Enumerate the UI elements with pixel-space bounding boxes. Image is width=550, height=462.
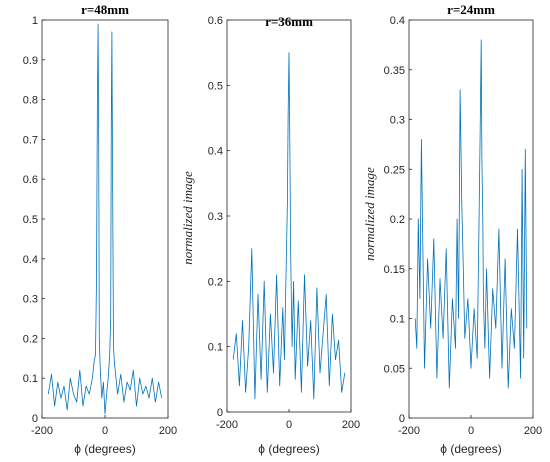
panel-3-axes-box xyxy=(408,19,534,419)
panel-2-axes-box xyxy=(226,19,352,413)
panel-3-xlabel: ϕ (degrees) xyxy=(440,442,501,456)
y-tick-label: 0.4 xyxy=(208,146,223,158)
panel-1-xlabel: ϕ (degrees) xyxy=(74,442,135,456)
y-tick-label: 0.1 xyxy=(390,314,405,326)
panel-2-series-line xyxy=(232,52,346,400)
x-tick-label: 200 xyxy=(342,419,360,431)
y-tick-label: 0.3 xyxy=(390,115,405,127)
y-tick-label: 0.6 xyxy=(23,174,38,186)
panel-2-ylabel: normalized image xyxy=(180,171,195,265)
y-tick-label: 0.2 xyxy=(208,276,223,288)
panel-1: r=48mm 0 0.1 0.2 0.3 0.4 0.5 0.6 0.7 0.8 0.9 1 -20… xyxy=(23,2,177,456)
panel-2-xticks: -200 0 200 xyxy=(216,409,360,431)
x-tick-label: -200 xyxy=(216,419,238,431)
y-tick-label: 0.5 xyxy=(23,214,38,226)
panel-3-series-line xyxy=(414,39,528,389)
y-tick-label: 0.1 xyxy=(23,373,38,385)
y-tick-label: 0.8 xyxy=(23,95,38,107)
panel-3: r=24mm 0 0.05 0.1 0.15 0.2 0.25 0.3 0.35 0.4 -20… xyxy=(362,2,542,456)
panel-3-yticks: 0 0.05 0.1 0.15 0.2 0.25 0.3 0.35 0.4 xyxy=(384,15,412,425)
x-tick-label: 200 xyxy=(159,425,177,437)
panel-2-yticks: 0 0.1 0.2 0.3 0.4 0.5 0.6 xyxy=(208,15,230,419)
panel-3-xticks: -200 0 200 xyxy=(398,415,542,437)
panel-1-title: r=48mm xyxy=(81,2,129,17)
y-tick-label: 0.5 xyxy=(208,80,223,92)
panel-2-title: r=36mm xyxy=(265,14,313,29)
panel-3-ylabel: normalized image xyxy=(362,167,377,261)
x-tick-label: 200 xyxy=(524,425,542,437)
panel-1-series-line xyxy=(47,23,163,415)
x-tick-label: 0 xyxy=(468,425,474,437)
panel-1-yticks: 0 0.1 0.2 0.3 0.4 0.5 0.6 0.7 0.8 0.9 1 xyxy=(23,15,45,425)
x-tick-label: 0 xyxy=(286,419,292,431)
panel-1-xticks: -200 0 200 xyxy=(31,415,177,437)
y-tick-label: 0.25 xyxy=(384,164,405,176)
y-tick-label: 0.3 xyxy=(208,211,223,223)
y-tick-label: 0.3 xyxy=(23,294,38,306)
y-tick-label: 0.1 xyxy=(208,342,223,354)
y-tick-label: 0.4 xyxy=(23,254,38,266)
y-tick-label: 0.2 xyxy=(23,333,38,345)
y-tick-label: 0.15 xyxy=(384,264,405,276)
y-tick-label: 0 xyxy=(217,407,223,419)
x-tick-label: -200 xyxy=(31,425,53,437)
y-tick-label: 0.2 xyxy=(390,214,405,226)
y-tick-label: 0.9 xyxy=(23,55,38,67)
y-tick-label: 0.6 xyxy=(208,15,223,27)
y-tick-label: 0.7 xyxy=(23,134,38,146)
y-tick-label: 0 xyxy=(32,413,38,425)
panel-1-axes-box xyxy=(41,19,169,419)
y-tick-label: 1 xyxy=(32,15,38,27)
panel-3-title: r=24mm xyxy=(447,2,495,17)
y-tick-label: 0.05 xyxy=(384,363,405,375)
y-tick-label: 0.4 xyxy=(390,15,405,27)
y-tick-label: 0 xyxy=(399,413,405,425)
y-tick-label: 0.35 xyxy=(384,65,405,77)
x-tick-label: -200 xyxy=(398,425,420,437)
x-tick-label: 0 xyxy=(102,425,108,437)
panel-2-xlabel: ϕ (degrees) xyxy=(258,442,319,456)
panel-2: r=36mm 00.10.20.30.40.50.6 -200 0 200 ϕ (d… xyxy=(180,14,360,456)
